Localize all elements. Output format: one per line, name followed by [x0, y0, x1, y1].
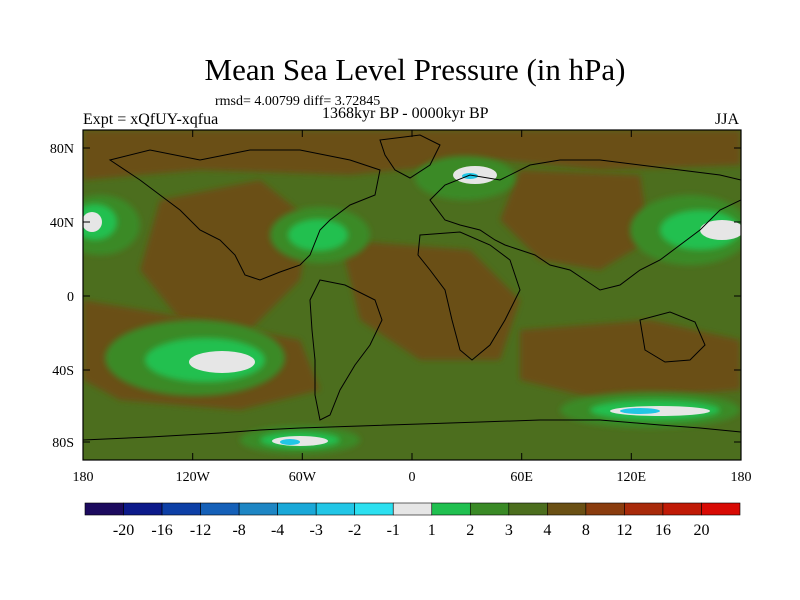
- field-white-pacific-west: [700, 220, 741, 240]
- colorbar-label: -4: [271, 522, 284, 539]
- experiment-label: Expt = xQfUY-xqfua: [83, 111, 219, 128]
- colorbar-swatch: [277, 502, 317, 516]
- colorbar-label: -12: [190, 522, 211, 539]
- field-cyan-antarctic: [620, 408, 660, 414]
- field-positive-africa: [340, 240, 520, 360]
- colorbar-swatch: [161, 502, 201, 516]
- field-positive-arctic: [83, 130, 741, 180]
- field-white-antarctic-west: [272, 436, 328, 446]
- lon-tick-label: 180: [73, 470, 94, 485]
- field-positive-north-america: [140, 180, 310, 330]
- colorbar-label: 1: [428, 522, 436, 539]
- colorbar-swatch: [624, 502, 664, 516]
- colorbar-label: 8: [582, 522, 590, 539]
- coast-europe-asia: [429, 159, 741, 291]
- colorbar-swatch: [315, 502, 356, 516]
- field-positive-indian-ocean: [520, 320, 741, 400]
- coast-antarctica: [83, 419, 741, 441]
- colorbar-label: 4: [543, 522, 551, 539]
- colorbar: -20 -16 -12 -8 -4 -3 -2 -1 1 2 3 4 8 12 16 20: [84, 502, 741, 539]
- colorbar-swatch: [84, 502, 124, 516]
- lon-tick-label: 120E: [617, 470, 647, 485]
- colorbar-swatch: [585, 502, 625, 516]
- field-cyan-antarctic-west: [280, 439, 300, 445]
- coast-north-america: [108, 149, 381, 281]
- field-positive-asia: [500, 170, 650, 270]
- coast-greenland: [379, 134, 441, 179]
- latitude-axis: 80N 40N 0 40S 80S: [50, 142, 741, 451]
- colorbar-label: 16: [655, 522, 671, 539]
- colorbar-label: -2: [348, 522, 361, 539]
- stats-label: rmsd= 4.00799 diff= 3.72845: [215, 94, 381, 109]
- lon-tick-label: 120W: [176, 470, 211, 485]
- lat-tick-label: 80S: [52, 436, 74, 451]
- colorbar-swatch: [469, 502, 510, 516]
- lon-tick-label: 60W: [289, 470, 317, 485]
- lon-tick-label: 0: [409, 470, 416, 485]
- colorbar-swatch: [200, 502, 240, 516]
- pressure-field: [83, 130, 741, 460]
- colorbar-label: -1: [387, 522, 400, 539]
- colorbar-label: -20: [113, 522, 134, 539]
- field-cyan-scandinavia: [462, 173, 478, 179]
- colorbar-swatch: [354, 502, 394, 516]
- coast-south-america: [309, 279, 383, 421]
- field-white-pacific-east: [83, 212, 102, 232]
- lat-tick-label: 80N: [50, 142, 74, 157]
- lat-tick-label: 40S: [52, 364, 74, 379]
- colorbar-swatch: [508, 502, 548, 516]
- colorbar-label: -8: [232, 522, 245, 539]
- longitude-axis: 180 120W 60W 0 60E 120E 180: [73, 130, 752, 485]
- colorbar-label: -16: [151, 522, 172, 539]
- colorbar-label: 12: [616, 522, 632, 539]
- field-white-pacific-south: [189, 351, 255, 373]
- season-label: JJA: [715, 111, 740, 128]
- colorbar-swatch: [431, 502, 471, 516]
- lat-tick-label: 40N: [50, 216, 74, 231]
- colorbar-swatch: [238, 502, 278, 516]
- coast-australia: [639, 311, 706, 363]
- colorbar-label: -3: [310, 522, 323, 539]
- lon-tick-label: 180: [731, 470, 752, 485]
- colorbar-swatch: [123, 502, 163, 516]
- lon-tick-label: 60E: [510, 470, 533, 485]
- coast-africa: [417, 231, 521, 361]
- colorbar-swatch: [392, 502, 433, 516]
- coastlines: [83, 134, 741, 441]
- lat-tick-label: 0: [67, 290, 74, 305]
- colorbar-label: 3: [505, 522, 513, 539]
- chart-title: Mean Sea Level Pressure (in hPa): [204, 52, 626, 87]
- period-label: 1368kyr BP - 0000kyr BP: [322, 105, 489, 122]
- colorbar-swatch: [547, 502, 587, 516]
- colorbar-label: 2: [466, 522, 474, 539]
- colorbar-label: 20: [693, 522, 709, 539]
- colorbar-swatch: [662, 502, 702, 516]
- colorbar-swatch: [701, 502, 741, 516]
